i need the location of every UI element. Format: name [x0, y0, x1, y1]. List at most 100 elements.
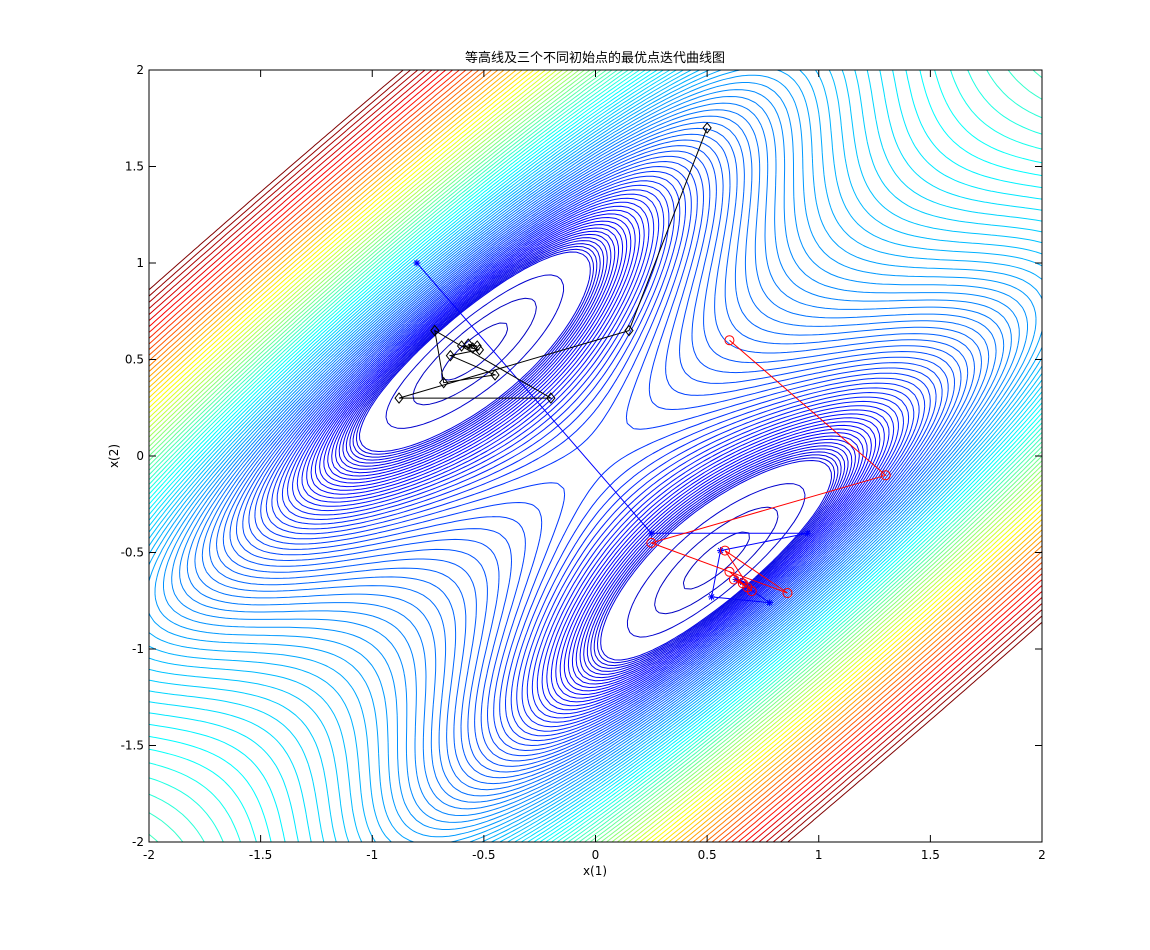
- contour-level: [149, 70, 1042, 842]
- contour-level: [149, 70, 1042, 842]
- contour-level: [149, 70, 1042, 842]
- contour-level: [149, 70, 1042, 842]
- contour-level: [236, 145, 955, 767]
- iteration-point: [728, 574, 739, 585]
- contour-level: [260, 166, 931, 746]
- y-tick-label: -1: [132, 642, 144, 656]
- iteration-point: [490, 369, 500, 381]
- x-tick-label: 0.5: [698, 848, 717, 862]
- y-tick-label: 0: [136, 449, 144, 463]
- iteration-line: [398, 127, 708, 399]
- x-tick-label: -0.5: [472, 848, 495, 862]
- iteration-point: [647, 529, 655, 537]
- contour-level: [149, 70, 1042, 842]
- iteration-point: [430, 324, 440, 337]
- contour-level: [149, 70, 1042, 842]
- contour-level: [149, 70, 1042, 842]
- contour-level: [149, 70, 1042, 842]
- contour-level: [265, 170, 926, 742]
- contour-level: [319, 217, 872, 695]
- contour-level: [149, 70, 1042, 842]
- contour-level: [149, 70, 1042, 842]
- iteration-point: [624, 324, 634, 337]
- contour-level: [149, 70, 1042, 842]
- x-tick-label: -1.5: [249, 848, 272, 862]
- iteration-point: [702, 122, 712, 134]
- contour-level: [301, 201, 890, 711]
- contour-level: [292, 193, 899, 719]
- x-tick-label: 0: [592, 848, 600, 862]
- contour-level: [149, 70, 1042, 842]
- contour-level: [209, 121, 982, 791]
- iteration-point: [737, 578, 748, 589]
- contour-level: [149, 70, 1042, 842]
- contour-level: [149, 70, 1042, 842]
- contour-level: [149, 70, 1042, 842]
- contour-level: [149, 70, 1042, 842]
- contour-level: [149, 70, 1042, 842]
- contour-level: [149, 70, 1042, 842]
- contour-level: [216, 127, 975, 785]
- contour-level: [149, 70, 1042, 842]
- contour-level: [149, 70, 1042, 842]
- contour-level: [242, 150, 949, 762]
- contour-level: [149, 70, 1042, 842]
- x-tick-label: 2: [1038, 848, 1046, 862]
- contour-level: [154, 74, 1037, 838]
- iteration-paths: [394, 122, 891, 607]
- contour-level: [385, 274, 806, 638]
- contour-level: [179, 96, 1012, 816]
- contour-level: [149, 70, 1042, 842]
- contour-level: [149, 70, 1042, 842]
- iteration-point: [804, 529, 812, 537]
- contour-level: [149, 70, 1042, 842]
- contour-level: [310, 209, 881, 703]
- contour-level: [287, 189, 904, 723]
- contour-level: [149, 70, 1042, 842]
- contour-level: [149, 70, 1042, 842]
- iteration-point: [880, 470, 891, 481]
- x-tick-label: 1: [815, 848, 823, 862]
- iteration-point: [546, 392, 556, 404]
- contour-level: [229, 139, 962, 773]
- x-tick-label: 1.5: [921, 848, 940, 862]
- contour-level: [149, 70, 1042, 842]
- contour-level: [186, 102, 1005, 810]
- x-tick-label: -2: [143, 848, 155, 862]
- contour-level: [149, 70, 1042, 842]
- contour-level: [248, 155, 943, 757]
- contour-level: [306, 205, 885, 707]
- iteration-line: [649, 339, 887, 594]
- contour-level: [149, 70, 1042, 842]
- contour-level: [149, 70, 1042, 842]
- iteration-point: [724, 566, 735, 577]
- plot-background: [149, 70, 1042, 842]
- contour-level: [149, 70, 1042, 842]
- contour-level: [276, 180, 915, 732]
- contour-level: [296, 197, 895, 715]
- iteration-point: [732, 576, 740, 584]
- contour-level: [149, 70, 1042, 842]
- chart-title: 等高线及三个不同初始点的最优点迭代曲线图: [465, 50, 725, 66]
- contour-level: [149, 70, 1042, 842]
- iteration-point: [463, 338, 473, 350]
- contour-level: [335, 230, 856, 682]
- contour-level: [359, 251, 832, 661]
- contour-level: [149, 70, 1042, 842]
- axis-ticks: -2 -1.5 -1 -0.5 0 0.5 1 1.5 2 -2 -1.5 -1 -0.5 0 0.5 1 1.…: [121, 63, 1046, 862]
- y-tick-label: 1: [136, 256, 144, 270]
- contour-level: [149, 70, 1042, 842]
- contour-level: [281, 184, 910, 728]
- iteration-point: [468, 342, 478, 354]
- x-axis-label: x(1): [583, 864, 607, 878]
- iteration-point: [766, 599, 774, 607]
- y-tick-label: 1.5: [125, 160, 144, 174]
- iteration-point: [724, 335, 735, 346]
- iteration-point: [719, 545, 730, 556]
- contour-level: [349, 243, 842, 669]
- contour-level: [352, 245, 839, 667]
- contour-level: [314, 213, 877, 699]
- iteration-point: [472, 340, 482, 352]
